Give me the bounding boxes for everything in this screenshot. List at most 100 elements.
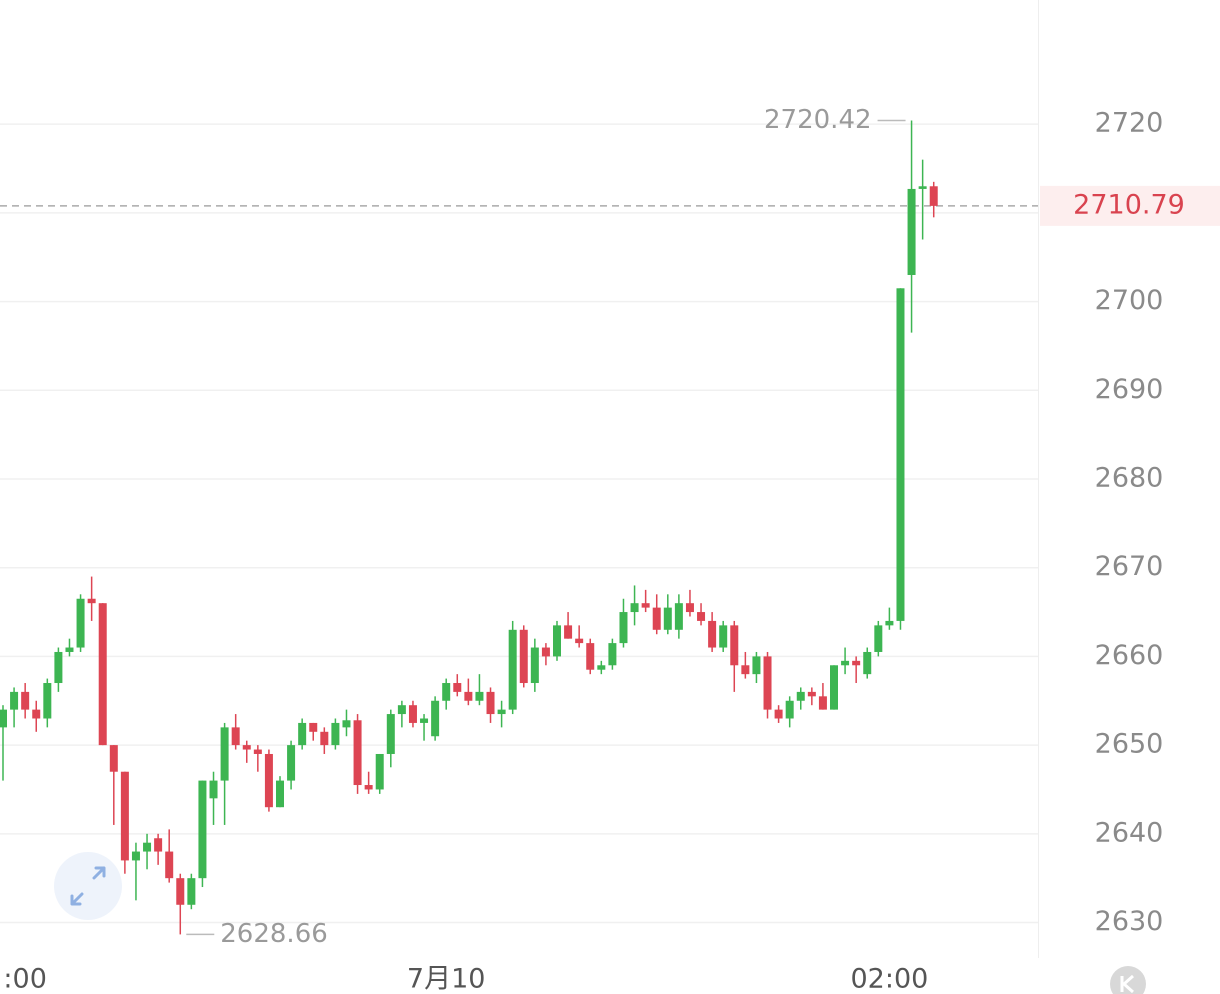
candle-body (43, 683, 52, 719)
candle-body (231, 727, 240, 746)
candle-body (198, 780, 207, 879)
y-tick-label: 2690 (1095, 374, 1164, 405)
candle-body (54, 651, 63, 684)
candle-body (298, 722, 307, 746)
candle-body (131, 851, 140, 861)
candle-body (852, 660, 861, 666)
candle-body (575, 638, 584, 644)
candle-body (530, 647, 539, 684)
candle-body (685, 603, 694, 613)
candle-body (774, 709, 783, 719)
y-tick-label: 2650 (1095, 729, 1164, 760)
candle-body (663, 607, 672, 630)
candle-body (331, 722, 340, 746)
candle-body (730, 625, 739, 666)
candle-body (929, 186, 938, 206)
y-tick-label: 2700 (1095, 285, 1164, 316)
candle-body (76, 598, 85, 648)
candle-body (320, 731, 329, 746)
candle-body (630, 603, 639, 613)
candle-body (364, 785, 373, 790)
expand-bg (54, 852, 122, 920)
candle-body (353, 720, 362, 786)
candle-body (763, 656, 772, 710)
candle-body (708, 620, 717, 648)
y-tick-label: 2630 (1095, 906, 1164, 937)
candle-body (841, 660, 850, 666)
candle-body (287, 745, 296, 781)
candle-body (65, 647, 74, 652)
max-label: 2720.42 (764, 105, 872, 135)
candle-body (187, 878, 196, 905)
candle-body (752, 656, 761, 675)
candle-body (719, 625, 728, 648)
x-tick-label: 7月10 (407, 964, 486, 994)
candle-body (420, 718, 429, 723)
candle-body (220, 727, 229, 781)
min-label: 2628.66 (220, 919, 328, 949)
y-tick-label: 2670 (1095, 551, 1164, 582)
x-tick-label: :00 (3, 964, 46, 994)
candle-body (486, 691, 495, 715)
candle-body (464, 691, 473, 701)
candle-body (87, 598, 96, 604)
candle-body (807, 691, 816, 697)
candle-body (98, 603, 107, 746)
candle-body (453, 683, 462, 692)
last-price-label: 2710.79 (1073, 189, 1185, 220)
candle-body (697, 612, 706, 621)
candle-body (785, 700, 794, 719)
candle-body (796, 691, 805, 701)
candle-body (874, 625, 883, 652)
candle-body (165, 851, 174, 879)
candle-body (885, 620, 894, 626)
candle-body (818, 696, 827, 710)
candle-body (541, 647, 550, 657)
candle-body (209, 780, 218, 799)
candle-body (586, 643, 595, 670)
x-tick-label: 02:00 (850, 964, 928, 994)
candle-body (242, 745, 251, 750)
candle-body (741, 665, 750, 675)
y-tick-label: 2640 (1095, 817, 1164, 848)
candle-body (519, 629, 528, 684)
candle-body (608, 643, 617, 666)
y-tick-label: 2660 (1095, 640, 1164, 671)
candle-body (342, 720, 351, 728)
candle-body (21, 691, 30, 710)
candle-body (431, 700, 440, 737)
candle-body (674, 603, 683, 630)
candle-body (508, 629, 517, 710)
candle-body (276, 780, 284, 808)
y-tick-label: 2680 (1095, 463, 1164, 494)
candle-body (497, 709, 506, 715)
candle-body (154, 838, 163, 852)
candle-body (553, 625, 561, 657)
expand-button[interactable] (54, 852, 122, 920)
candle-body (309, 722, 318, 732)
candle-body (564, 625, 573, 639)
candle-body (863, 651, 872, 675)
candle-body (918, 186, 927, 189)
candle-body (408, 705, 417, 723)
candle-body (176, 878, 185, 905)
k-logo (1110, 966, 1146, 994)
candle-body (253, 749, 262, 754)
candle-body (907, 188, 916, 275)
candle-body (32, 709, 41, 719)
candle-body (652, 607, 661, 630)
price-axis-panel (1038, 0, 1220, 994)
candle-body (143, 842, 152, 852)
candle-body (397, 705, 406, 715)
candle-body (0, 709, 7, 728)
candle-body (264, 753, 273, 808)
grid (0, 123, 1038, 924)
last-price-bg (1040, 185, 1220, 226)
candle-body (641, 603, 650, 608)
candle-body (597, 665, 606, 670)
candle-body (442, 683, 451, 701)
candle-body (475, 691, 484, 701)
candle-body (120, 771, 129, 861)
